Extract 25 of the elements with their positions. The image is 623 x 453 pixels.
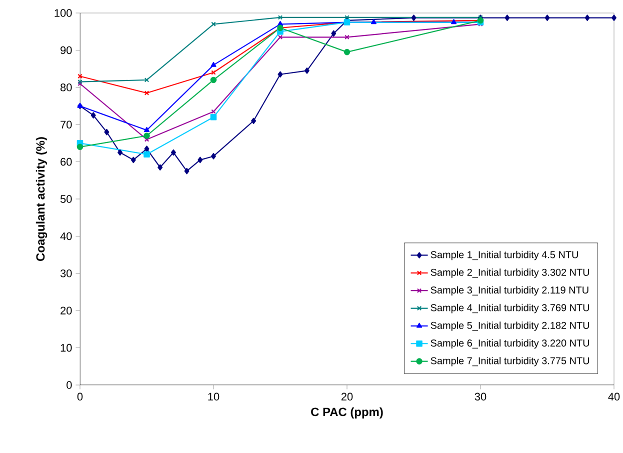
y-tick-label: 20 xyxy=(60,306,72,314)
x-tick-label: 40 xyxy=(608,392,620,401)
x-tick-label: 20 xyxy=(341,392,353,401)
legend-label: Sample 5_Initial turbidity 2.182 NTU xyxy=(430,322,590,331)
legend-label: Sample 4_Initial turbidity 3.769 NTU xyxy=(430,304,590,314)
legend-label: Sample 7_Initial turbidity 3.775 NTU xyxy=(430,356,590,366)
y-tick-label: 70 xyxy=(60,120,72,128)
y-tick-label: 90 xyxy=(60,46,72,54)
y-tick-label: 80 xyxy=(60,84,72,92)
y-tick-label: 0 xyxy=(66,381,72,389)
y-tick-label: 100 xyxy=(54,9,72,17)
y-tick-label: 30 xyxy=(60,270,72,278)
legend-label: Sample 2_Initial turbidity 3.302 NTU xyxy=(430,268,590,278)
legend-label: Sample 6_Initial turbidity 3.220 NTU xyxy=(430,339,590,349)
y-tick-label: 40 xyxy=(60,232,72,240)
y-tick-label: 50 xyxy=(60,195,72,203)
y-tick-label: 60 xyxy=(60,158,72,166)
y-axis-title: Coagulant activity (%) xyxy=(36,137,48,261)
legend-label: Sample 1_Initial turbidity 4.5 NTU xyxy=(430,250,578,260)
x-tick-label: 10 xyxy=(208,392,220,401)
x-tick-label: 30 xyxy=(474,392,486,401)
x-axis-title: C PAC (ppm) xyxy=(311,407,383,419)
legend-label: Sample 3_Initial turbidity 2.119 NTU xyxy=(430,286,588,296)
x-tick-label: 0 xyxy=(77,392,83,401)
y-tick-label: 10 xyxy=(60,344,72,352)
